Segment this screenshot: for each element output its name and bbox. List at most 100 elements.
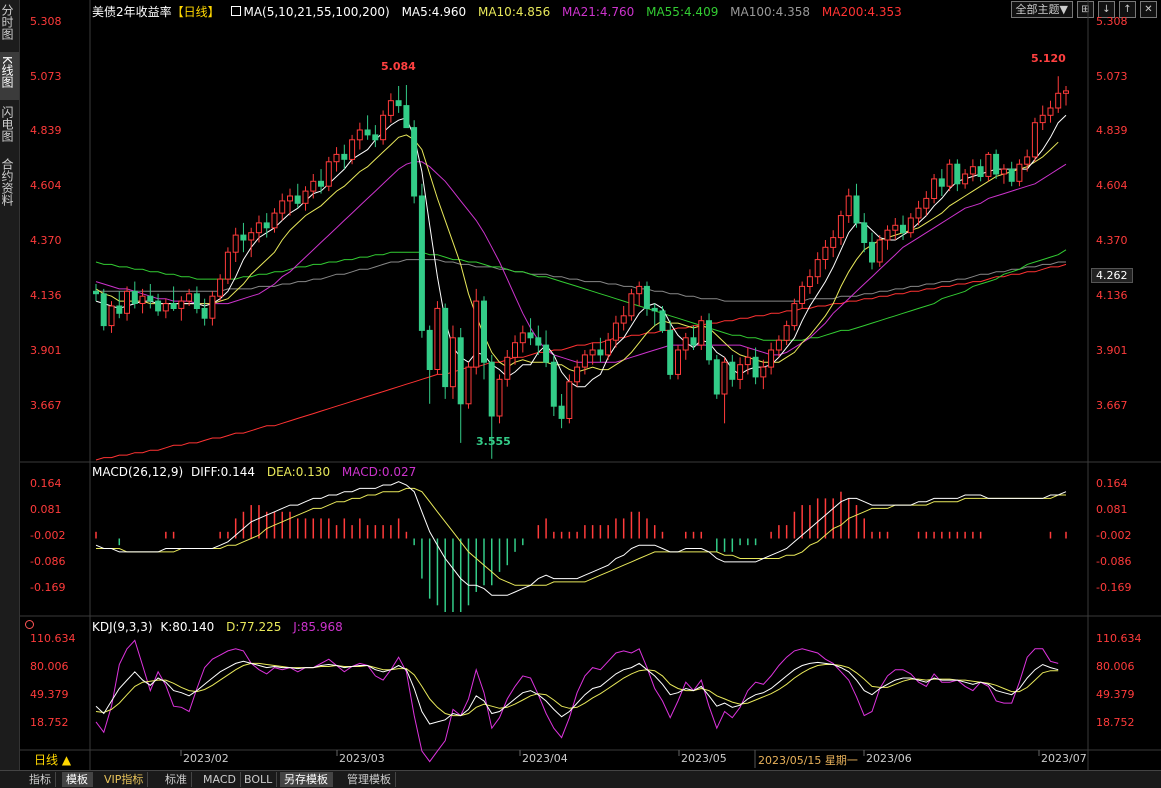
candle-up [325, 161, 332, 187]
candle-up [806, 276, 813, 288]
ma21-value: MA21:4.760 [562, 5, 635, 19]
kdj-title: KDJ(9,3,3) [92, 620, 153, 634]
macd-y-tick: -0.086 [30, 555, 66, 568]
macd-y-tick: -0.169 [1096, 581, 1132, 594]
candle-down [550, 361, 557, 407]
candle-up [760, 366, 767, 378]
tab-manage-templates[interactable]: 管理模板 [343, 772, 396, 787]
y-tick-right: 4.370 [1096, 234, 1128, 247]
candle-up [682, 337, 689, 351]
candle-up [791, 303, 798, 327]
ma5-line [95, 114, 1067, 388]
crosshair-icon[interactable]: ⊞ [1077, 1, 1094, 18]
y-tick-left: 4.604 [30, 179, 62, 192]
candle-down [993, 153, 1000, 175]
kdj-y-tick: 49.379 [30, 688, 69, 701]
ma10-value: MA10:4.856 [477, 5, 551, 19]
tab-contract-info[interactable]: 合约资料 [0, 154, 19, 216]
x-tick: 2023/06 [866, 752, 912, 765]
y-tick-left: 4.370 [30, 234, 62, 247]
tab-lightning[interactable]: 闪电图 [0, 102, 19, 152]
period-selector[interactable]: 日线 ▲ [34, 753, 72, 767]
candle-up [581, 354, 588, 368]
candle-down [938, 178, 945, 187]
candle-up [248, 232, 255, 241]
zoom-in-icon[interactable]: ↑ [1119, 1, 1136, 18]
candle-down [752, 356, 759, 378]
candle-up [496, 378, 503, 417]
candle-up [1055, 92, 1062, 109]
kdj-layer [95, 639, 1059, 763]
close-icon[interactable]: ✕ [1140, 1, 1157, 18]
candle-up [783, 325, 790, 341]
theme-dropdown[interactable]: 全部主题▼ [1010, 1, 1073, 18]
candle-up [1016, 163, 1023, 182]
ma200-value: MA200:4.353 [821, 5, 902, 19]
kdj-y-tick: 18.752 [1096, 716, 1135, 729]
candle-up [1039, 114, 1046, 124]
tab-boll[interactable]: BOLL [240, 772, 278, 787]
kdj-k-line [95, 660, 1059, 725]
tab-templates[interactable]: 模板 [62, 772, 93, 787]
kdj-y-tick: 80.006 [30, 660, 69, 673]
tab-indicators[interactable]: 指标 [25, 772, 56, 787]
candle-up [465, 366, 472, 405]
tab-vip-indicators[interactable]: VIP指标 [100, 772, 149, 787]
macd-value: MACD:0.027 [341, 465, 417, 479]
candle-up [473, 300, 480, 368]
candle-up [628, 293, 635, 317]
candle-up [698, 320, 705, 346]
kdj-d-line [95, 662, 1059, 717]
y-tick-left: 5.308 [30, 15, 62, 28]
candle-down [116, 305, 123, 314]
candle-up [768, 349, 775, 368]
candle-up [162, 303, 169, 312]
candle-up [519, 332, 526, 344]
candle-up [287, 195, 293, 202]
candle-up [775, 339, 782, 351]
tab-save-template[interactable]: 另存模板 [280, 772, 333, 787]
ma100-line [96, 259, 1066, 302]
candle-up [589, 349, 596, 356]
candle-up [923, 197, 930, 209]
macd-diff-line [95, 481, 1067, 596]
candle-down [729, 361, 736, 380]
kdj-y-tick: 110.634 [1096, 632, 1142, 645]
tab-kline[interactable]: K线图 [0, 52, 19, 100]
kline-chart[interactable] [0, 0, 1161, 770]
candle-up [217, 278, 224, 297]
y-tick-right: 4.839 [1096, 124, 1128, 137]
candle-down [488, 361, 495, 417]
candle-up [845, 195, 852, 217]
candle-down [411, 127, 418, 197]
high-label-2: 5.120 [1031, 52, 1066, 65]
y-tick-left: 3.667 [30, 399, 62, 412]
kdj-j: J:85.968 [293, 620, 343, 634]
tab-time-sharing[interactable]: 分时图 [0, 0, 19, 50]
candle-down [193, 293, 200, 309]
candle-down [294, 195, 301, 204]
candle-down [364, 129, 371, 136]
tab-macd[interactable]: MACD [199, 772, 241, 787]
candle-down [690, 337, 697, 346]
candle-up [310, 180, 317, 192]
crosshair-date: 2023/05/15 星期一 [758, 754, 858, 767]
candle-down [418, 195, 425, 331]
y-tick-right: 5.073 [1096, 70, 1128, 83]
zoom-out-icon[interactable]: ↓ [1098, 1, 1115, 18]
macd-y-tick: 0.081 [30, 503, 62, 516]
ma-params: MA(5,10,21,55,100,200) [243, 5, 390, 19]
candle-up [884, 229, 891, 241]
candle-down [403, 105, 410, 129]
candle-down [442, 307, 449, 388]
macd-y-tick: -0.169 [30, 581, 66, 594]
candle-up [224, 251, 231, 280]
macd-y-tick: 0.164 [1096, 477, 1128, 490]
candle-down [900, 224, 906, 234]
candles [93, 76, 1069, 459]
candle-up [799, 285, 806, 304]
tab-contract-info-label: 合约资料 [0, 158, 14, 206]
kdj-settings-icon[interactable] [25, 620, 34, 629]
tab-standard[interactable]: 标准 [161, 772, 192, 787]
candle-up [434, 307, 441, 370]
